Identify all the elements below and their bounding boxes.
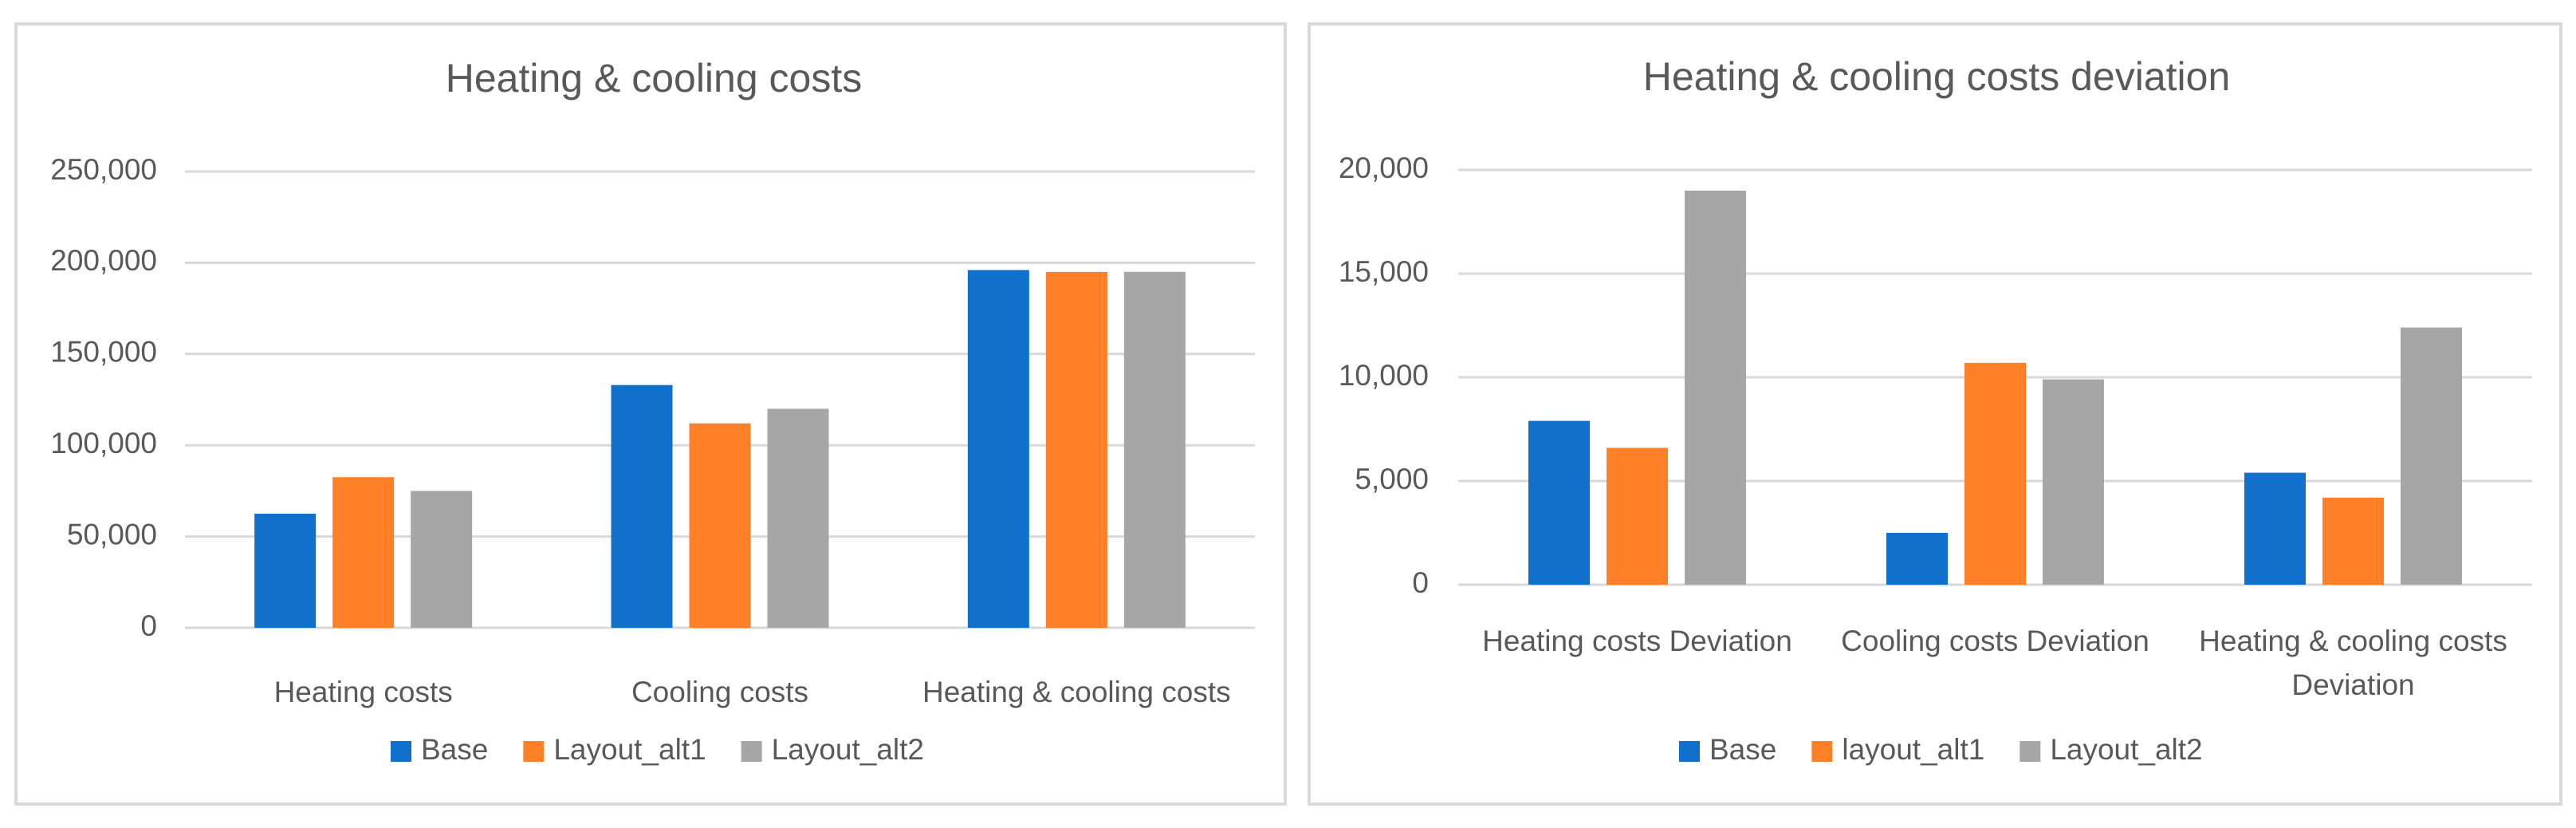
chart2-legend-swatch-base xyxy=(1679,741,1700,762)
chart1-y-tick-label: 50,000 xyxy=(67,518,157,550)
chart1-bar-layout-alt2-heating-costs xyxy=(411,491,473,628)
chart-panel-heating-cooling-costs-deviation: Heating & cooling costs deviation 0 5,000 1… xyxy=(1308,22,2562,806)
chart2-bar-layout-alt1-heating-and-cooling-costs-deviation xyxy=(2322,497,2384,585)
chart2-legend-label-layout-alt1: layout_alt1 xyxy=(1842,733,1984,766)
chart-heating-cooling-costs-deviation: Heating & cooling costs deviation 0 5,000 1… xyxy=(1339,54,2532,766)
chart2-y-tick-label: 15,000 xyxy=(1339,255,1429,288)
chart1-x-tick-label-line: Cooling costs xyxy=(631,676,808,708)
chart2-bar-layout-alt1-cooling-costs-deviation xyxy=(1964,362,2026,585)
chart1-x-tick-label-line: Heating costs xyxy=(274,676,453,708)
chart1-legend-swatch-base xyxy=(391,741,411,762)
chart2-y-tick-label: 10,000 xyxy=(1339,359,1429,392)
chart-heating-cooling-costs: Heating & cooling costs 0 50,000 100,000 150… xyxy=(50,56,1255,766)
chart2-bar-layout-alt2-cooling-costs-deviation xyxy=(2043,379,2104,585)
chart1-bar-layout-alt2-cooling-costs xyxy=(767,408,829,628)
chart2-bar-layout-alt2-heating-costs-deviation xyxy=(1685,191,1746,585)
chart1-bar-base-heating-and-cooling-costs xyxy=(967,270,1029,628)
chart2-bar-layout-alt2-heating-and-cooling-costs-deviation xyxy=(2401,327,2462,585)
chart2-legend-label-layout-alt2: Layout_alt2 xyxy=(2050,733,2202,766)
chart1-x-tick-label: Heating costs xyxy=(274,676,453,708)
chart1-legend-label-base: Base xyxy=(421,733,488,766)
chart1-y-tick-label: 150,000 xyxy=(50,336,157,369)
chart1-bar-layout-alt2-heating-and-cooling-costs xyxy=(1123,271,1186,628)
chart1-x-tick-label: Cooling costs xyxy=(631,676,808,708)
chart2-x-tick-label-line: Deviation xyxy=(2291,668,2414,701)
chart2-x-tick-label-line: Heating & cooling costs xyxy=(2199,625,2507,657)
chart2-x-tick-label: Heating & cooling costs Deviation xyxy=(2199,625,2507,701)
chart2-bar-layout-alt1-heating-costs-deviation xyxy=(1607,448,1668,585)
chart1-legend-label-layout-alt2: Layout_alt2 xyxy=(772,733,924,766)
chart1-x-tick-label: Heating & cooling costs xyxy=(922,676,1231,708)
chart2-y-tick-label: 5,000 xyxy=(1355,463,1429,495)
chart1-title: Heating & cooling costs xyxy=(446,56,863,101)
chart2-title: Heating & cooling costs deviation xyxy=(1643,54,2231,99)
chart1-legend-swatch-layout-alt1 xyxy=(523,741,545,762)
chart1-y-tick-label: 250,000 xyxy=(50,153,157,186)
chart2-y-tick-label: 20,000 xyxy=(1339,152,1429,184)
chart1-bar-layout-alt1-cooling-costs xyxy=(689,423,751,628)
chart2-y-tick-label: 0 xyxy=(1412,566,1429,599)
chart2-x-tick-label-line: Heating costs Deviation xyxy=(1482,625,1792,657)
chart2-bar-base-heating-and-cooling-costs-deviation xyxy=(2244,472,2306,585)
chart1-y-tick-label: 200,000 xyxy=(50,244,157,277)
chart2-x-tick-label: Heating costs Deviation xyxy=(1482,625,1792,657)
chart1-bar-layout-alt1-heating-costs xyxy=(332,477,395,628)
chart2-legend-swatch-layout-alt1 xyxy=(1811,741,1833,762)
chart1-legend-swatch-layout-alt2 xyxy=(741,741,762,762)
chart1-y-tick-label: 0 xyxy=(140,609,157,642)
chart1-x-tick-label-line: Heating & cooling costs xyxy=(922,676,1231,708)
chart2-bar-base-heating-costs-deviation xyxy=(1528,420,1590,585)
chart2-bar-base-cooling-costs-deviation xyxy=(1886,533,1948,585)
chart2-x-tick-label-line: Cooling costs Deviation xyxy=(1841,625,2149,657)
chart1-bar-layout-alt1-heating-and-cooling-costs xyxy=(1045,271,1107,628)
chart2-legend-label-base: Base xyxy=(1709,733,1776,766)
chart2-legend-swatch-layout-alt2 xyxy=(2020,741,2041,762)
chart2-x-tick-label: Cooling costs Deviation xyxy=(1841,625,2149,657)
chart-panel-heating-cooling-costs: Heating & cooling costs 0 50,000 100,000 150… xyxy=(14,22,1287,806)
chart1-bar-base-heating-costs xyxy=(254,514,317,628)
chart1-bar-base-cooling-costs xyxy=(611,384,673,628)
chart1-legend-label-layout-alt1: Layout_alt1 xyxy=(553,733,706,766)
chart1-y-tick-label: 100,000 xyxy=(50,427,157,459)
